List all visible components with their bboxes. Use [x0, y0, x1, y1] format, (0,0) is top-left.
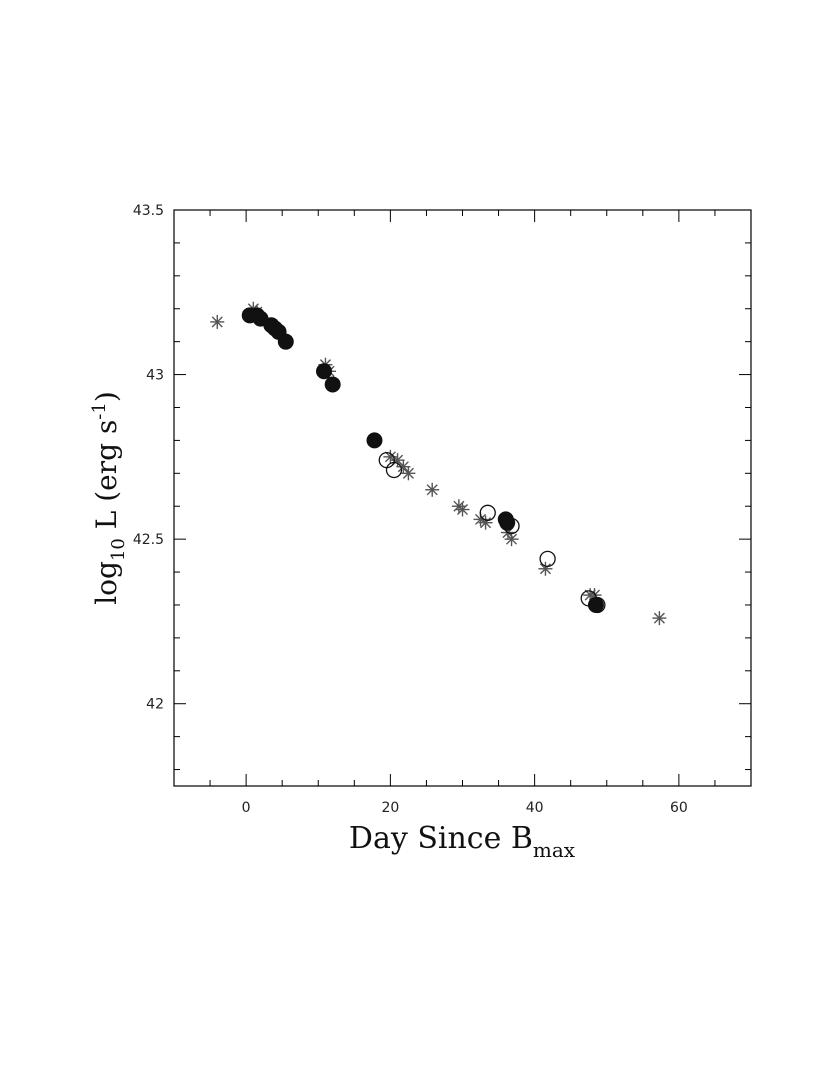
data-points	[210, 301, 667, 626]
y-axis-title-main: L (erg s	[90, 420, 123, 538]
asterisk-point	[425, 482, 440, 497]
y-tick-label: 43	[146, 368, 164, 384]
y-axis-title: log10 L (erg s-1)	[89, 391, 129, 605]
x-axis-title-subscript: max	[533, 838, 576, 862]
filled-circle-point	[316, 363, 333, 380]
x-tick-label: 0	[242, 800, 251, 816]
x-axis-title: Day Since Bmax	[349, 821, 576, 862]
y-tick-label: 43.5	[133, 203, 164, 219]
x-tick-label: 20	[381, 800, 399, 816]
filled-circle-point	[366, 432, 383, 449]
asterisk-point	[455, 502, 470, 517]
filled-circle-point	[587, 596, 604, 613]
filled-circle-point	[277, 333, 294, 350]
x-tick-label: 40	[526, 800, 544, 816]
x-tick-label: 60	[670, 800, 688, 816]
x-axis-title-main: Day Since B	[349, 821, 533, 856]
axis-ticks	[173, 209, 752, 786]
open-circle-point	[539, 550, 556, 568]
filled-circle-point	[324, 376, 341, 393]
y-tick-label: 42.5	[133, 532, 164, 548]
y-axis-title-superscript: -1	[89, 402, 110, 420]
open-circle-point	[479, 504, 496, 521]
asterisk-point	[210, 314, 225, 329]
y-tick-label: 42	[146, 697, 164, 713]
plot-frame	[173, 209, 752, 787]
y-axis-title-log: log	[90, 561, 123, 605]
asterisk-point	[401, 466, 416, 481]
asterisk-point	[538, 561, 553, 576]
axis-tick-labels: 0 20 40 60 42 42.5 43 43.5	[133, 203, 688, 816]
filled-circle-point	[499, 514, 516, 531]
asterisk-point	[504, 532, 519, 547]
asterisk-point	[652, 611, 667, 626]
y-axis-title-subscript: 10	[108, 538, 129, 561]
y-axis-title-close: )	[90, 391, 123, 402]
open-circle-point	[385, 461, 403, 479]
asterisk-point	[478, 515, 493, 530]
